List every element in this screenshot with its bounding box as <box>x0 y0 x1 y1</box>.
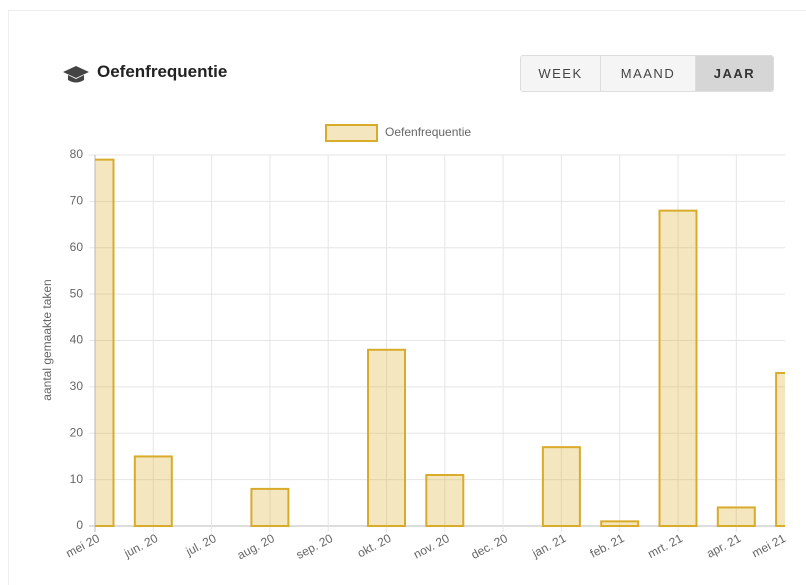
x-tick-label: aug. 20 <box>235 531 277 562</box>
x-tick-label: nov. 20 <box>411 531 452 562</box>
year-button[interactable]: JAAR <box>696 56 773 91</box>
legend-label: Oefenfrequentie <box>385 125 471 139</box>
x-tick-label: mei 20 <box>64 531 103 560</box>
x-tick-label: jan. 21 <box>529 531 569 561</box>
month-button[interactable]: MAAND <box>601 56 696 91</box>
x-tick-label: apr. 21 <box>704 531 743 561</box>
y-axis-label: aantal gemaakte taken <box>40 279 54 400</box>
week-button[interactable]: WEEK <box>521 56 601 91</box>
x-tick-label: feb. 21 <box>588 531 627 561</box>
bar <box>658 209 698 527</box>
legend-swatch <box>325 124 378 142</box>
bar <box>250 487 290 527</box>
x-tick-label: dec. 20 <box>469 531 511 562</box>
x-tick-label: jun. 20 <box>121 531 161 561</box>
x-tick-label: sep. 20 <box>294 531 336 562</box>
bar <box>95 158 115 527</box>
bar <box>716 506 756 528</box>
y-tick-label: 50 <box>70 286 84 300</box>
bar <box>600 520 640 527</box>
bar <box>425 473 465 527</box>
y-tick-label: 70 <box>70 194 84 208</box>
period-buttons: WEEK MAAND JAAR <box>520 55 774 92</box>
bar <box>775 371 785 527</box>
y-tick-label: 40 <box>70 333 84 347</box>
y-tick-label: 30 <box>70 379 84 393</box>
x-tick-label: mrt. 21 <box>645 531 685 561</box>
y-tick-label: 10 <box>70 472 84 486</box>
bar <box>541 446 581 528</box>
graduation-icon <box>63 66 89 83</box>
y-tick-label: 20 <box>70 425 84 439</box>
x-tick-label: okt. 20 <box>355 531 394 560</box>
bar <box>367 348 406 527</box>
card <box>8 10 806 585</box>
plot-area <box>95 158 785 528</box>
bar <box>133 455 173 527</box>
x-tick-label: mei 21 <box>750 531 789 560</box>
y-tick-label: 0 <box>76 518 83 532</box>
x-tick-label: jul. 20 <box>183 531 219 559</box>
card-title: Oefenfrequentie <box>97 62 228 81</box>
y-tick-label: 80 <box>70 147 84 161</box>
y-tick-label: 60 <box>70 240 84 254</box>
